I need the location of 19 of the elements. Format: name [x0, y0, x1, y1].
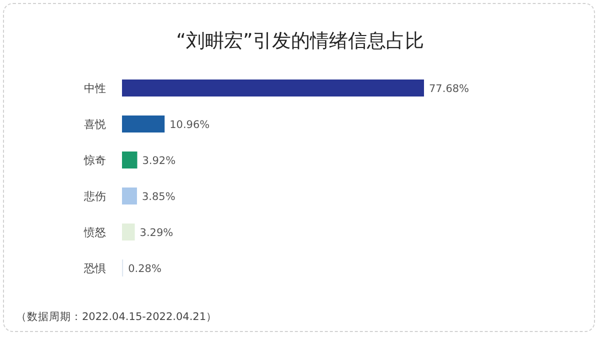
bar — [122, 80, 424, 96]
chart-title: “刘畊宏”引发的情绪信息占比 — [176, 30, 424, 52]
data-label: 3.29% — [140, 227, 174, 239]
y-tick-label: 悲伤 — [83, 190, 106, 203]
data-label: 0.28% — [128, 263, 162, 275]
y-tick-label: 愤怒 — [83, 226, 106, 239]
bar — [122, 152, 138, 168]
y-tick-label: 喜悦 — [84, 118, 106, 131]
y-tick-label: 恐惧 — [83, 262, 106, 275]
data-label: 77.68% — [429, 83, 470, 95]
y-tick-label: 中性 — [84, 82, 106, 95]
data-label: 3.85% — [142, 191, 176, 203]
y-tick-label: 惊奇 — [83, 154, 106, 167]
data-label: 10.96% — [170, 119, 210, 131]
bar — [122, 188, 137, 204]
text: （数据周期：2022.04.15-2022.04.21） — [16, 311, 218, 323]
bar — [122, 116, 165, 132]
data-label: 3.92% — [142, 155, 176, 167]
bar — [122, 224, 135, 240]
